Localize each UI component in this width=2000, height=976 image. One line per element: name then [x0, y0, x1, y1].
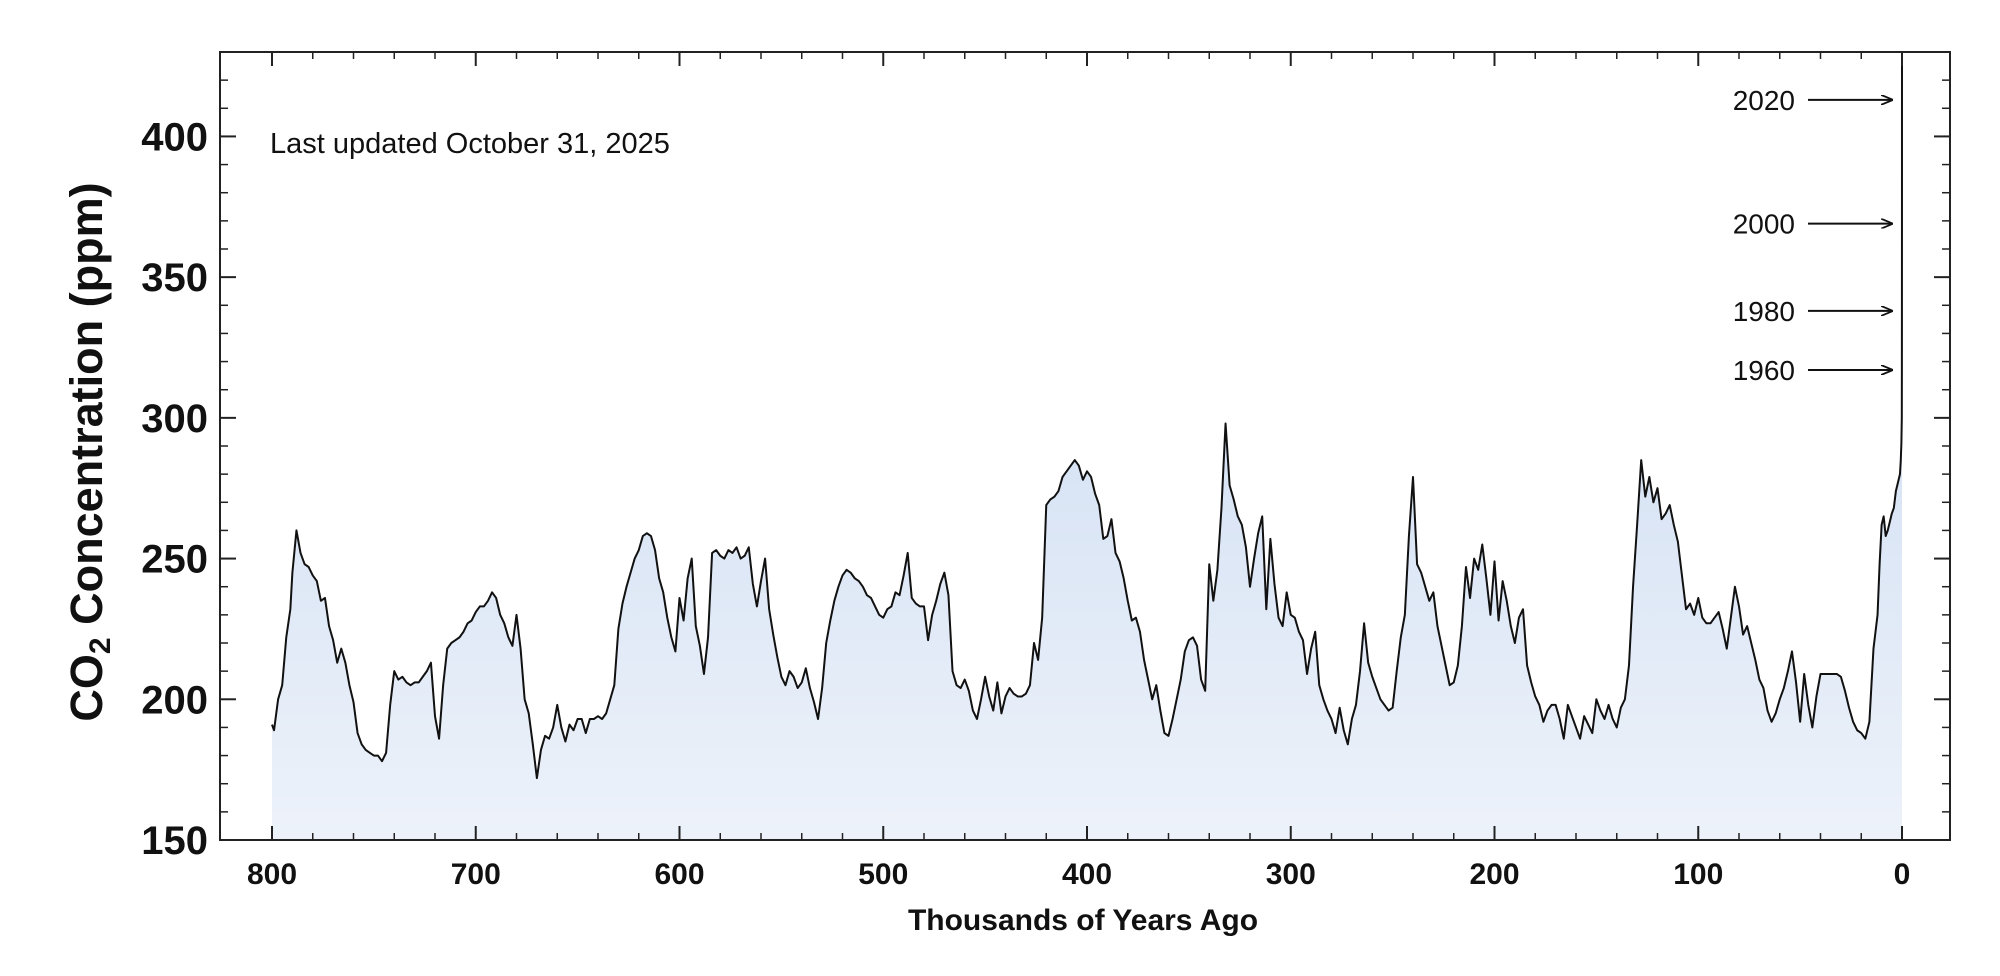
y-tick-label-200: 200 [141, 678, 208, 722]
y-tick-label-400: 400 [141, 115, 208, 159]
annotation-label-1980: 1980 [1733, 296, 1795, 327]
y-tick-label-150: 150 [141, 819, 208, 863]
plot-fill-layer [271, 57, 1903, 840]
x-tick-label-400: 400 [1062, 858, 1112, 891]
x-tick-label-300: 300 [1266, 858, 1316, 891]
y-tick-label-300: 300 [141, 397, 208, 441]
x-tick-label-500: 500 [858, 858, 908, 891]
y-axis-label: CO2 Concentration (ppm) [61, 182, 117, 721]
annotation-label-2000: 2000 [1733, 209, 1795, 240]
x-tick-label-200: 200 [1469, 858, 1519, 891]
x-tick-label-100: 100 [1673, 858, 1723, 891]
x-tick-label-800: 800 [247, 858, 297, 891]
annotation-label-2020: 2020 [1733, 85, 1795, 116]
y-axis-label-rest: Concentration (ppm) [61, 182, 112, 637]
last-updated-note: Last updated October 31, 2025 [270, 128, 670, 160]
co2-series-line [271, 57, 1903, 780]
x-axis-label: Thousands of Years Ago [908, 904, 1258, 937]
axis-ticks [220, 52, 1950, 841]
x-tick-label-600: 600 [654, 858, 704, 891]
annotation-label-1960: 1960 [1733, 355, 1795, 386]
co2-area-fill [272, 57, 1902, 840]
y-axis-label-subscript: 2 [84, 637, 117, 654]
y-axis-label-co: CO [61, 654, 112, 722]
x-tick-label-0: 0 [1894, 858, 1911, 891]
year-annotations: 2020 2000 1980 1960 [1733, 85, 1892, 386]
axis-tick-labels: 800 700 600 500 400 300 200 100 0 150 200 250 300 350… [141, 115, 1910, 891]
x-tick-label-700: 700 [451, 858, 501, 891]
y-tick-label-250: 250 [141, 538, 208, 582]
y-tick-label-350: 350 [141, 256, 208, 300]
